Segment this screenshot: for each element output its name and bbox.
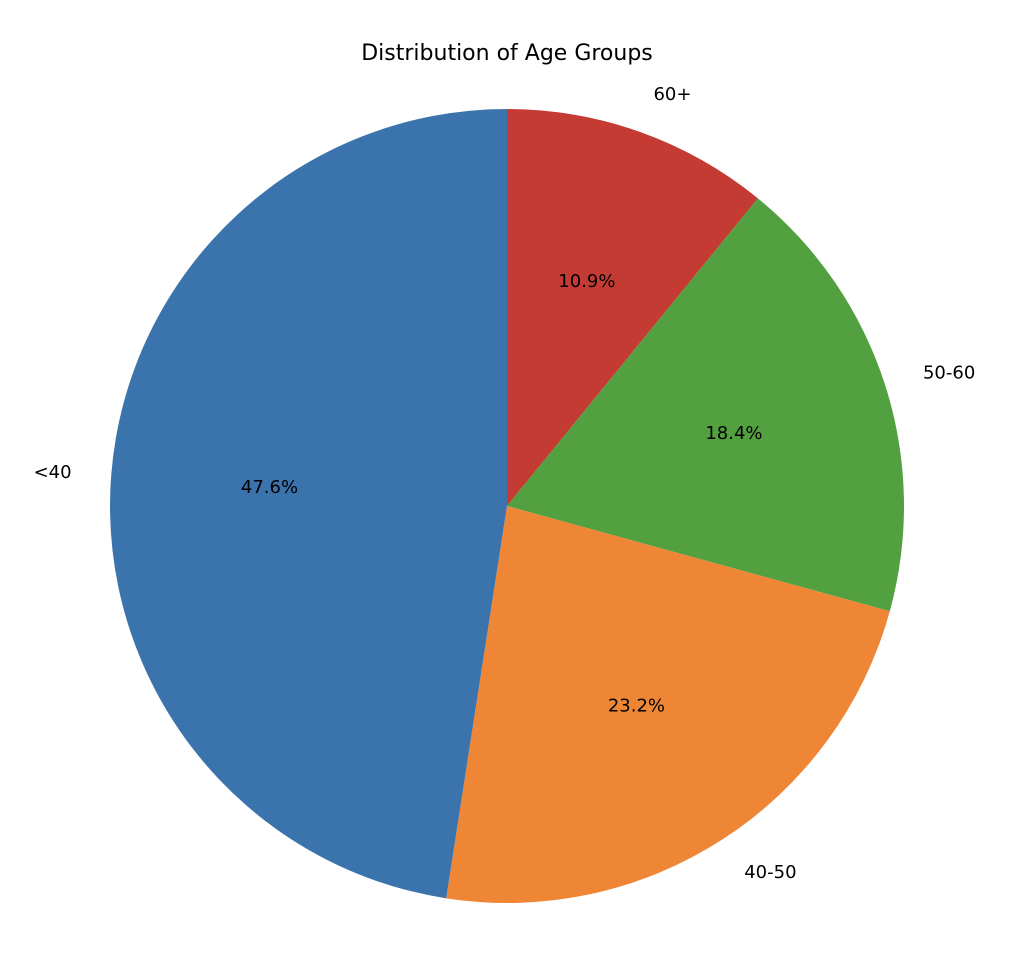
percent-label-50-60: 18.4% <box>705 423 762 444</box>
category-label-60: 60+ <box>653 84 691 105</box>
chart-title: Distribution of Age Groups <box>361 41 653 66</box>
pie-slice-50-60 <box>507 198 904 612</box>
category-labels: 60+ 50-60 40-50 <40 <box>34 84 976 883</box>
percent-labels: 10.9% 18.4% 23.2% 47.6% <box>241 271 763 716</box>
percent-label-40-50: 23.2% <box>608 695 665 716</box>
percent-label-40: 47.6% <box>241 477 298 498</box>
percent-label-60: 10.9% <box>558 271 615 292</box>
pie-slice-40 <box>110 109 507 899</box>
category-label-50-60: 50-60 <box>923 363 975 384</box>
pie-slice-60 <box>507 109 758 506</box>
pie-slices <box>110 109 904 903</box>
category-label-40-50: 40-50 <box>744 862 796 883</box>
category-label-40: <40 <box>34 462 72 483</box>
pie-slice-40-50 <box>446 506 890 903</box>
